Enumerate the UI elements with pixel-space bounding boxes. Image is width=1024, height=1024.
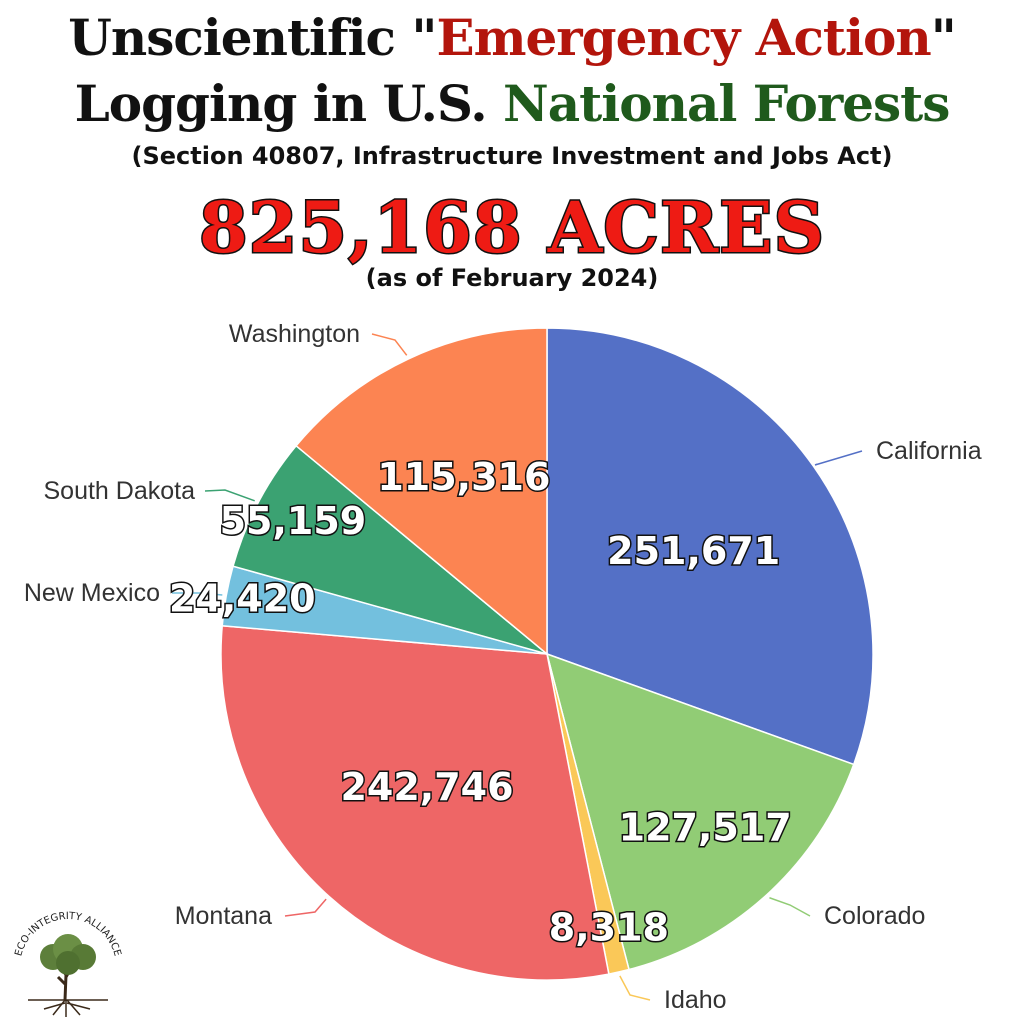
data-label: 242,746: [340, 765, 513, 809]
data-label: 55,159: [220, 499, 367, 543]
leader-line: [284, 898, 327, 917]
chart-title-line-2: Logging in U.S. National Forests: [0, 74, 1024, 133]
category-label: Idaho: [664, 986, 727, 1014]
as-of-date: (as of February 2024): [365, 264, 659, 292]
category-label: South Dakota: [44, 477, 196, 505]
leader-line: [814, 450, 863, 466]
leader-line: [371, 333, 408, 356]
category-label: New Mexico: [24, 579, 160, 607]
category-label: Washington: [229, 320, 360, 348]
title-emphasis-red: Emergency Action: [436, 8, 931, 67]
title-text: Logging in U.S.: [74, 74, 504, 133]
pie-slice-colorado: [545, 652, 855, 971]
category-label: Montana: [175, 902, 272, 930]
leader-line: [204, 489, 255, 502]
title-emphasis-green: National Forests: [503, 74, 950, 133]
data-label: 127,517: [619, 805, 792, 849]
pie-slice-south-dakota: [232, 444, 548, 655]
title-quote: ": [930, 8, 957, 67]
title-text: Unscientific ": [68, 8, 437, 67]
leader-line: [769, 897, 811, 917]
tree-icon: [28, 934, 108, 1017]
data-label: 115,316: [377, 455, 550, 499]
pie-slice-washington: [295, 327, 548, 656]
pie-slice-california: [546, 327, 874, 766]
eco-integrity-alliance-logo: ECO-INTEGRITY ALLIANCE: [13, 911, 123, 1017]
data-label: 24,420: [169, 577, 316, 621]
leader-line: [619, 975, 651, 1001]
chart-title-line-1: Unscientific "Emergency Action": [0, 8, 1024, 67]
leader-line: [172, 592, 223, 596]
pie-slice-montana: [220, 624, 610, 981]
category-label: Colorado: [824, 902, 925, 930]
data-label: 251,671: [607, 529, 780, 573]
total-acres: 825,168 ACRES: [197, 185, 826, 271]
chart-subtitle: (Section 40807, Infrastructure Investmen…: [131, 142, 893, 170]
data-label: 8,318: [549, 905, 669, 949]
category-label: California: [876, 437, 982, 465]
